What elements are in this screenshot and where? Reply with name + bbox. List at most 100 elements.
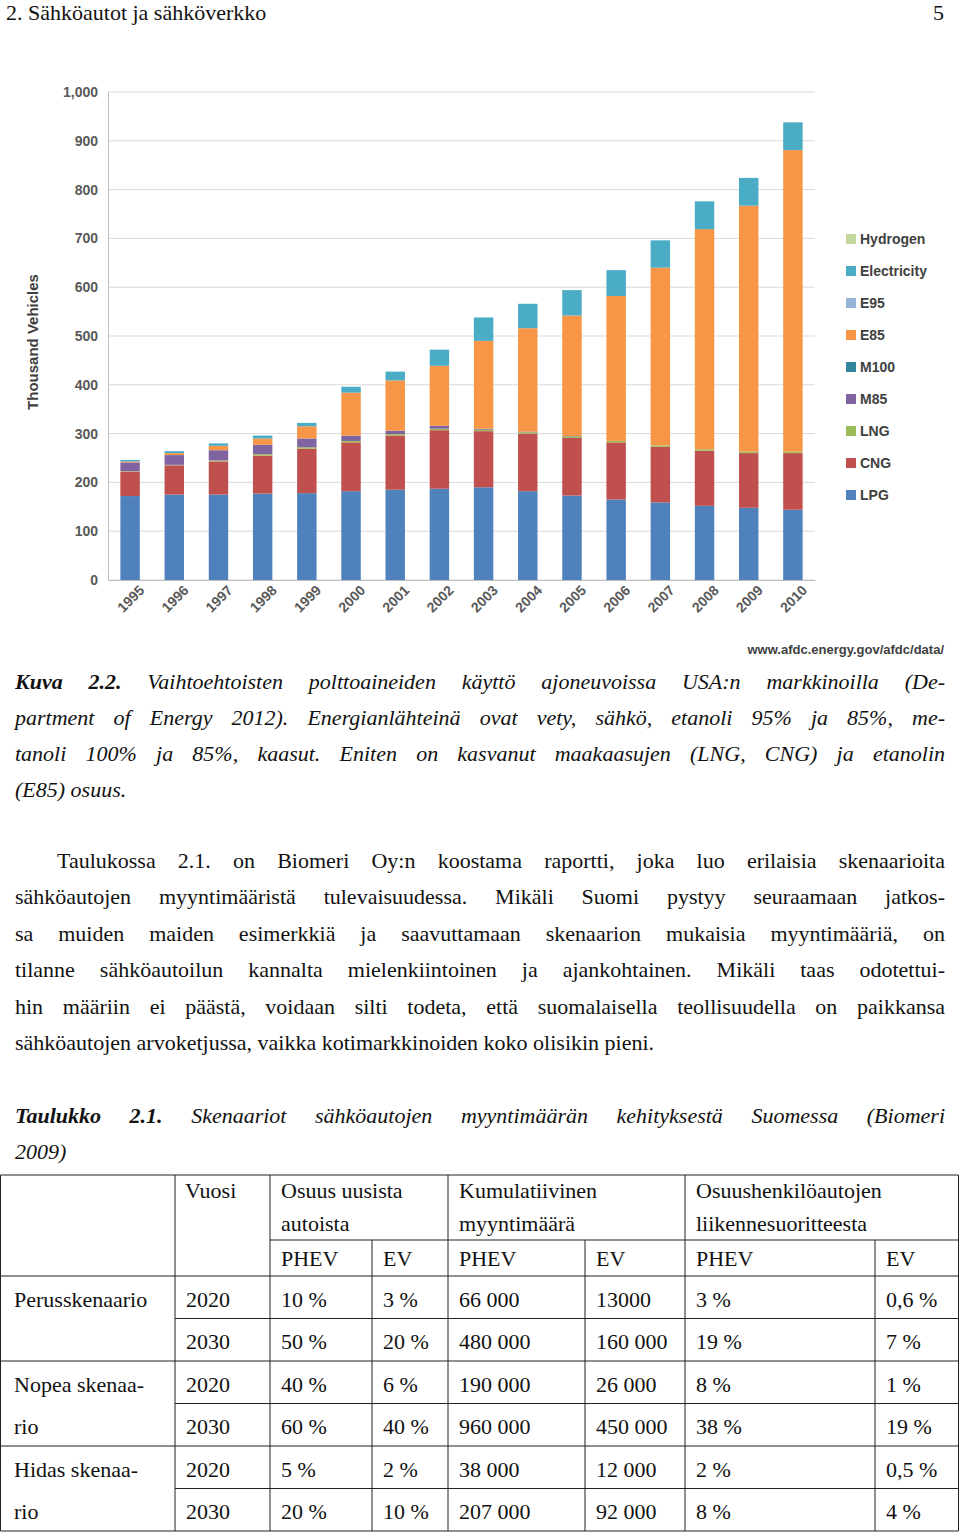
table-caption-text: 2009) [15, 1139, 66, 1164]
x-tick-label: 2001 [379, 582, 412, 615]
bar-segment [430, 366, 449, 426]
table-cell: 2020 [186, 1372, 230, 1397]
bar-segment [120, 462, 139, 471]
table-cell: 160 000 [596, 1329, 668, 1354]
bar-segment [606, 270, 625, 271]
bar-segment [385, 490, 404, 580]
table-header: myyntimäärä [459, 1211, 575, 1236]
x-tick: 1997 [202, 580, 235, 615]
bar-segment [430, 429, 449, 430]
scenario-label: rio [14, 1499, 38, 1524]
bar-segment [120, 461, 139, 462]
x-tick: 1996 [158, 580, 191, 615]
legend-label: LPG [860, 487, 889, 503]
bar-segment [253, 456, 272, 494]
x-tick: 1998 [247, 580, 280, 615]
table-subheader: PHEV [696, 1246, 754, 1271]
paragraph-line: hin määriin ei päästä, voidaan silti tod… [15, 994, 945, 1020]
y-tick-label: 200 [75, 474, 99, 490]
bar-segment [430, 349, 449, 350]
legend-swatch [846, 266, 856, 276]
table-cell: 1 % [886, 1372, 921, 1397]
y-tick: 600 [75, 279, 108, 295]
bar-segment [120, 461, 139, 463]
bar-segment [209, 495, 228, 580]
x-tick: 1999 [291, 580, 324, 615]
table-cell: 2020 [186, 1287, 230, 1312]
x-tick-label: 2010 [777, 582, 810, 615]
legend-swatch [846, 330, 856, 340]
legend-item: Hydrogen [846, 231, 925, 247]
legend-item: M85 [846, 391, 887, 407]
bar-segment [518, 432, 537, 433]
bar-segment [341, 441, 360, 442]
legend-label: E95 [860, 295, 885, 311]
bar-segment [474, 431, 493, 487]
bar-segment [739, 177, 758, 178]
caption-line: (E85) osuus. [15, 777, 945, 803]
bar-segment [562, 316, 581, 437]
bar-segment [341, 387, 360, 393]
bar-segment [385, 380, 404, 430]
bar-segment [783, 452, 802, 453]
legend-item: LPG [846, 487, 889, 503]
table-header: liikennesuoritteesta [696, 1211, 867, 1236]
x-tick-label: 2007 [644, 582, 677, 615]
x-tick-label: 2000 [335, 582, 368, 615]
bar-segment [253, 436, 272, 439]
table-header: Kumulatiivinen [459, 1178, 597, 1203]
legend: HydrogenElectricityE95E85M100M85LNGCNGLP… [846, 231, 927, 503]
bar-segment [651, 268, 670, 446]
x-tick: 2000 [335, 580, 368, 615]
table-cell: 2030 [186, 1414, 230, 1439]
table-cell: 60 % [281, 1414, 327, 1439]
caption-text: (E85) osuus. [15, 777, 126, 802]
table-cell: 12 000 [596, 1457, 657, 1482]
x-tick: 2003 [468, 580, 501, 615]
x-tick: 2006 [600, 580, 633, 615]
bar-segment [695, 201, 714, 229]
bar-segment [253, 435, 272, 436]
bar-segment [297, 423, 316, 426]
table-cell: 480 000 [459, 1329, 531, 1354]
legend-swatch [846, 394, 856, 404]
legend-item: M100 [846, 359, 895, 375]
y-tick-label: 800 [75, 182, 99, 198]
bar-segment [518, 434, 537, 492]
paragraph-line: sähköautojen arvoketjussa, vaikka kotima… [15, 1030, 945, 1056]
bar-segment [518, 328, 537, 431]
legend-swatch [846, 298, 856, 308]
caption-label: Kuva 2.2. [15, 669, 122, 694]
x-tick: 2004 [512, 580, 545, 615]
table-rule [1, 1175, 959, 1176]
bar-segment [695, 506, 714, 580]
table-rule [372, 1240, 373, 1531]
table-rule [270, 1240, 959, 1241]
y-tick-label: 1,000 [63, 84, 98, 100]
y-tick-label: 700 [75, 230, 99, 246]
bar-segment [783, 122, 802, 123]
bar-segment [474, 487, 493, 580]
bar-segment [474, 317, 493, 340]
table-rule [1, 1446, 959, 1447]
bar-segment [385, 371, 404, 372]
paragraph-line: Taulukossa 2.1. on Biomeri Oy:n koostama… [57, 848, 945, 874]
table-rule [958, 1175, 959, 1531]
paragraph-text: tilanne sähköautoilun kannalta mielenkii… [15, 957, 945, 982]
bar-segment [430, 430, 449, 489]
bar-segment [739, 453, 758, 508]
table-cell: 960 000 [459, 1414, 531, 1439]
y-tick-label: 900 [75, 133, 99, 149]
bar-segment [651, 240, 670, 267]
table-cell: 19 % [886, 1414, 932, 1439]
bar-segment [385, 436, 404, 490]
bar-segment [209, 450, 228, 460]
bar-segment [562, 496, 581, 580]
x-tick: 2009 [733, 580, 766, 615]
table-cell: 19 % [696, 1329, 742, 1354]
table-cell: 40 % [383, 1414, 429, 1439]
table-cell: 10 % [281, 1287, 327, 1312]
bar-segment [297, 422, 316, 423]
grid-line [108, 92, 815, 93]
bar-segment [562, 290, 581, 291]
